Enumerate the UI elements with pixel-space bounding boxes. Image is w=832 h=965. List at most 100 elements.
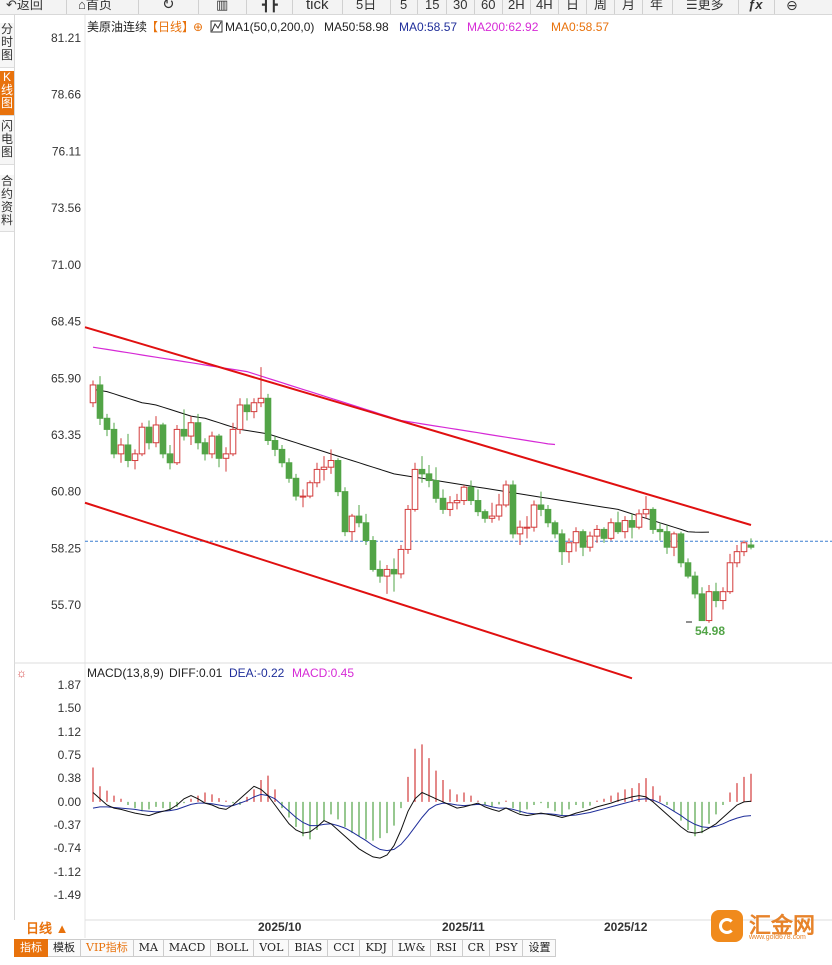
function-button[interactable]: ƒx xyxy=(748,0,763,12)
period-30[interactable]: 30 xyxy=(453,0,468,12)
home-button[interactable]: ⌂首页 xyxy=(78,0,112,14)
candle-body xyxy=(299,495,307,498)
toolbar-divider xyxy=(66,0,67,14)
macd-settings-icon[interactable]: ☼ xyxy=(16,666,27,680)
period-5day[interactable]: 5日 xyxy=(356,0,377,12)
candle-chart-icon[interactable]: ┫┣ xyxy=(262,0,278,12)
period-5[interactable]: 5 xyxy=(400,0,408,12)
price-tick-label: 60.80 xyxy=(51,485,81,499)
sidebar-tab-timeshare[interactable]: 分时图 xyxy=(0,23,14,68)
refresh-icon[interactable]: ↻ xyxy=(162,0,175,13)
candle-body xyxy=(719,591,727,602)
toolbar-divider xyxy=(672,0,673,14)
period-60[interactable]: 60 xyxy=(481,0,496,12)
period-selector[interactable]: 日线 ▲ xyxy=(14,920,84,937)
candle-body xyxy=(313,468,321,484)
period-label[interactable]: 【日线】 xyxy=(146,20,194,34)
candle-body xyxy=(243,404,251,413)
ma0-value: MA0:58.57 xyxy=(399,20,457,34)
indicator-tab-9[interactable]: KDJ xyxy=(360,939,393,957)
indicator-tab-7[interactable]: BIAS xyxy=(289,939,329,957)
price-tick-label: 58.25 xyxy=(51,541,81,555)
indicator-tab-11[interactable]: RSI xyxy=(431,939,463,957)
candle-body xyxy=(138,426,146,455)
indicator-toggle-icon[interactable] xyxy=(210,20,223,33)
sidebar-tab-flash[interactable]: 闪电图 xyxy=(0,120,14,165)
candle-body xyxy=(481,511,489,519)
candle-body xyxy=(285,462,293,479)
candle-body xyxy=(411,468,419,510)
candle-body xyxy=(180,428,188,437)
sidebar-tab-contract-info[interactable]: 合约资料 xyxy=(0,175,14,232)
candle-body xyxy=(670,533,678,548)
indicator-tab-2[interactable]: VIP指标 xyxy=(81,939,134,957)
indicator-toggle-glyph xyxy=(211,21,222,32)
macd-tick-label: -1.49 xyxy=(54,888,82,902)
watermark-url: www.gold678.com xyxy=(749,934,806,941)
toolbar-divider xyxy=(446,0,447,14)
candle-body xyxy=(236,404,244,430)
candle-body xyxy=(418,468,426,475)
home-icon: ⌂ xyxy=(78,0,86,12)
indicator-tab-0[interactable]: 指标 xyxy=(14,939,48,957)
kline-chart[interactable]: 81.21 78.66 76.11 73.56 71.00 68.45 65.90 63.35… xyxy=(0,0,832,940)
settings-icon[interactable]: ⊕ xyxy=(193,20,203,34)
indicator-tab-6[interactable]: VOL xyxy=(254,939,290,957)
period-day[interactable]: 日 xyxy=(566,0,580,12)
candle-body xyxy=(516,526,524,535)
candle-body xyxy=(229,428,237,455)
indicator-tab-10[interactable]: LW& xyxy=(392,939,432,957)
bar-chart-icon[interactable]: ▥ xyxy=(216,0,229,12)
period-tick[interactable]: tick xyxy=(306,0,329,13)
candle-body xyxy=(117,444,125,455)
indicator-tab-14[interactable]: 设置 xyxy=(523,939,557,957)
toolbar-divider xyxy=(502,0,503,14)
indicator-tab-3[interactable]: MA xyxy=(133,939,164,957)
period-15[interactable]: 15 xyxy=(425,0,440,12)
ma200-line xyxy=(92,346,556,446)
indicator-tab-8[interactable]: CCI xyxy=(328,939,361,957)
channel-lower-line xyxy=(84,501,633,680)
candle-body xyxy=(250,402,258,413)
candle-body xyxy=(537,504,545,510)
indicator-tab-13[interactable]: PSY xyxy=(490,939,524,957)
zoom-out-icon[interactable]: ⊖ xyxy=(786,0,798,13)
candle-body xyxy=(509,484,517,535)
period-month[interactable]: 月 xyxy=(622,0,636,12)
toolbar-divider xyxy=(138,0,139,14)
period-4h[interactable]: 4H xyxy=(536,0,553,12)
indicator-tab-5[interactable]: BOLL xyxy=(211,939,255,957)
candle-body xyxy=(621,520,629,533)
toolbar-divider xyxy=(417,0,418,14)
candle-body xyxy=(495,504,503,517)
candle-body xyxy=(600,528,608,539)
macd-tick-label: -0.74 xyxy=(54,841,82,855)
candle-body xyxy=(348,515,356,533)
price-tick-label: 73.56 xyxy=(51,201,81,215)
sidebar-tab-kline[interactable]: K线图 xyxy=(0,71,14,116)
period-year[interactable]: 年 xyxy=(650,0,664,12)
back-button[interactable]: ↶返回 xyxy=(6,0,43,14)
ma200-value: MA200:62.92 xyxy=(467,20,539,34)
candle-body xyxy=(726,562,734,593)
price-tick-label: 71.00 xyxy=(51,258,81,272)
candle-body xyxy=(565,542,573,553)
period-week[interactable]: 周 xyxy=(594,0,608,12)
price-tick-label: 76.11 xyxy=(52,144,81,158)
candle-body xyxy=(733,551,741,564)
candle-body xyxy=(635,513,643,528)
macd-tick-label: 1.50 xyxy=(58,701,82,715)
candle-body xyxy=(257,397,265,404)
more-button[interactable]: ☰更多 xyxy=(686,0,724,14)
candle-body xyxy=(110,428,118,455)
candle-body xyxy=(369,540,377,570)
indicator-tab-4[interactable]: MACD xyxy=(163,939,212,957)
macd-tick-label: 1.87 xyxy=(58,678,82,692)
indicator-tab-12[interactable]: CR xyxy=(462,939,491,957)
period-2h[interactable]: 2H xyxy=(508,0,525,12)
candle-body xyxy=(145,426,153,444)
candle-body xyxy=(649,508,657,530)
watermark-text: 汇金网 xyxy=(749,913,816,938)
indicator-tab-1[interactable]: 模板 xyxy=(48,939,81,957)
candle-body xyxy=(208,435,216,455)
